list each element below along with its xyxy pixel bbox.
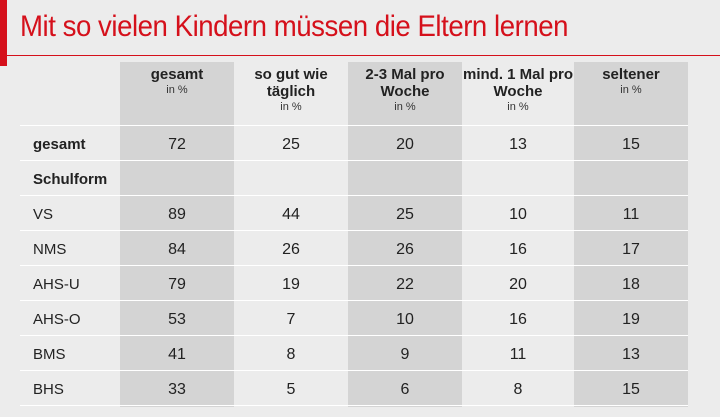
table-row-schulform: Schulform: [0, 162, 720, 197]
row-divider: [20, 300, 688, 301]
table-cell: 26: [396, 241, 414, 258]
shaded-column-seltener: [574, 62, 688, 407]
table-cell: 16: [509, 241, 527, 258]
column-header-label: seltener: [602, 66, 660, 83]
table-cell: 15: [622, 136, 640, 153]
row-label: AHS-U: [33, 276, 80, 293]
column-header-label: gesamt: [150, 66, 204, 83]
table-row-ahs-o: AHS-O 53 7 10 16 19: [0, 302, 720, 337]
table-cell: 13: [509, 136, 527, 153]
table-cell: 11: [509, 346, 527, 363]
row-divider: [20, 125, 688, 126]
shaded-column-2-3-mal: [348, 62, 462, 407]
column-header-label: mind. 1 Mal pro Woche: [462, 66, 573, 100]
table-cell: 19: [622, 311, 640, 328]
table-cell: 89: [168, 206, 186, 223]
table-row-ahs-u: AHS-U 79 19 22 20 18: [0, 267, 720, 302]
table-cell: 33: [168, 381, 186, 398]
table-cell: 10: [396, 311, 414, 328]
row-divider: [20, 195, 688, 196]
row-divider: [20, 405, 688, 406]
table-cell: 41: [168, 346, 186, 363]
shaded-column-gesamt: [120, 62, 234, 407]
table-cell: 16: [509, 311, 527, 328]
page-title: Mit so vielen Kindern müssen die Eltern …: [20, 10, 569, 43]
column-header-taeglich: so gut wie täglich in %: [234, 66, 348, 122]
table-cell: 22: [396, 276, 414, 293]
row-label: Schulform: [33, 171, 108, 188]
table-row-bhs: BHS 33 5 6 8 15: [0, 372, 720, 407]
row-label: AHS-O: [33, 311, 81, 328]
row-divider: [20, 335, 688, 336]
column-header-gesamt: gesamt in %: [120, 66, 234, 122]
table-cell: 7: [286, 311, 296, 328]
table-cell: 15: [622, 381, 640, 398]
table-cell: 72: [168, 136, 186, 153]
title-accent-bar: [0, 0, 7, 66]
column-header-label: 2-3 Mal pro Woche: [365, 66, 445, 100]
row-divider: [20, 230, 688, 231]
table-cell: 20: [396, 136, 414, 153]
table-cell: 25: [282, 136, 300, 153]
table-row-nms: NMS 84 26 26 16 17: [0, 232, 720, 267]
column-header-2-3-mal: 2-3 Mal pro Woche in %: [348, 66, 462, 122]
column-header-unit: in %: [280, 101, 302, 113]
table-cell: 26: [282, 241, 300, 258]
row-label: VS: [33, 206, 54, 223]
table-cell: 8: [513, 381, 523, 398]
table-cell: 25: [396, 206, 414, 223]
table-cell: 6: [400, 381, 410, 398]
table-cell: 8: [286, 346, 296, 363]
row-label: gesamt: [33, 136, 86, 153]
column-header-unit: in %: [394, 101, 416, 113]
table-cell: 53: [168, 311, 186, 328]
row-label: BMS: [33, 346, 66, 363]
title-underline: [7, 55, 720, 56]
table-cell: 10: [509, 206, 527, 223]
row-label: NMS: [33, 241, 67, 258]
column-header-unit: in %: [507, 101, 529, 113]
row-divider: [20, 370, 688, 371]
row-divider: [20, 265, 688, 266]
column-header-unit: in %: [166, 84, 188, 96]
table-cell: 79: [168, 276, 186, 293]
table-cell: 44: [282, 206, 300, 223]
table-cell: 11: [622, 206, 640, 223]
row-label: BHS: [33, 381, 64, 398]
table-row-bms: BMS 41 8 9 11 13: [0, 337, 720, 372]
table-cell: 84: [168, 241, 186, 258]
table-row-vs: VS 89 44 25 10 11: [0, 197, 720, 232]
table-cell: 17: [622, 241, 640, 258]
row-divider: [20, 160, 688, 161]
column-header-seltener: seltener in %: [574, 66, 688, 122]
table-cell: 19: [282, 276, 300, 293]
table-cell: 13: [622, 346, 640, 363]
table-cell: 5: [286, 381, 296, 398]
table-cell: 18: [622, 276, 640, 293]
column-header-mind-1-mal: mind. 1 Mal pro Woche in %: [462, 66, 574, 122]
column-header-unit: in %: [620, 84, 642, 96]
table-row-gesamt: gesamt 72 25 20 13 15: [0, 127, 720, 162]
table-cell: 20: [509, 276, 527, 293]
table-cell: 9: [400, 346, 410, 363]
column-header-label: so gut wie täglich: [254, 66, 328, 100]
